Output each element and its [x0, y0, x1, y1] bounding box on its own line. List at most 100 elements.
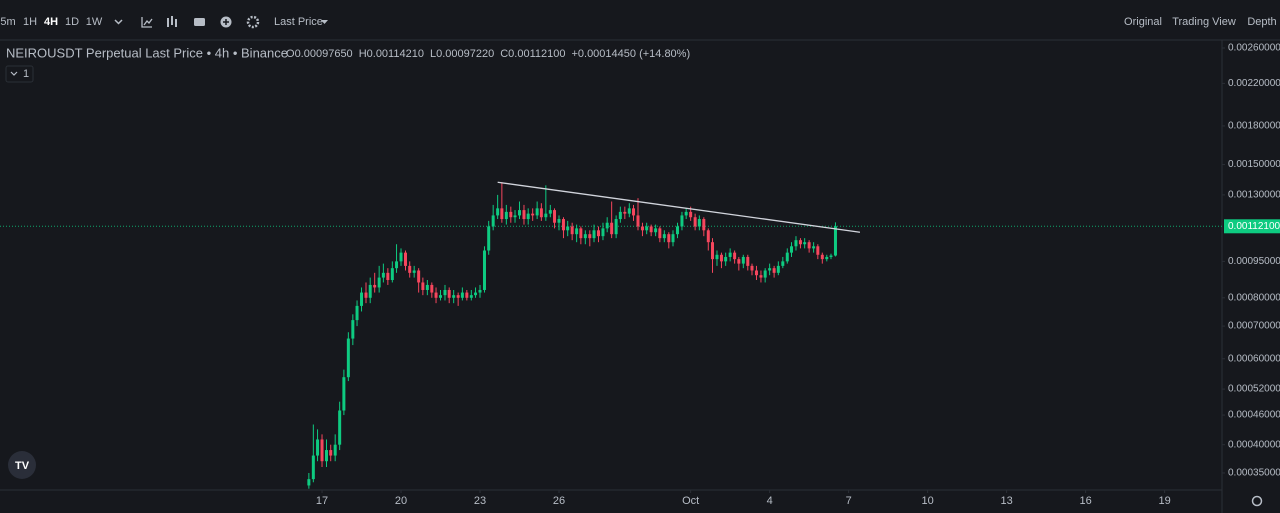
candle-body — [772, 268, 776, 273]
y-tick-label: 0.00260000 — [1228, 43, 1280, 54]
candle-body — [526, 213, 530, 220]
price-type-button[interactable]: Last Price — [274, 16, 323, 28]
ohlc-value: 0.00112100 — [508, 48, 565, 60]
x-tick-label: 7 — [846, 495, 852, 507]
toolbar: 5m 1H 4H 1D 1W Last Price Original Trading View… — [0, 15, 1277, 29]
candle-body — [478, 289, 482, 293]
y-tick-label: 0.00060000 — [1228, 353, 1280, 364]
candle-body — [829, 255, 833, 257]
candle-body — [386, 272, 390, 281]
interval-button[interactable]: 1H — [23, 16, 37, 28]
interval-button[interactable]: 4H — [44, 16, 58, 28]
candle-body — [794, 240, 798, 247]
candle-body — [763, 270, 767, 278]
last-price-label: 0.00112100 — [1228, 221, 1280, 232]
candle-body — [724, 256, 728, 262]
candle-body — [491, 215, 495, 227]
y-tick-label: 0.00070000 — [1228, 321, 1280, 332]
y-tick-label: 0.00052000 — [1228, 384, 1280, 395]
last-price-badge — [1224, 219, 1280, 234]
candle-body — [513, 215, 517, 218]
candle-body — [566, 226, 570, 231]
add-icon-plus — [223, 19, 229, 25]
candle-body — [728, 252, 732, 257]
candle-body — [798, 240, 802, 245]
candle-body — [311, 455, 315, 480]
candle-body — [452, 295, 456, 298]
candle-body — [443, 289, 447, 296]
candle-body — [640, 226, 644, 231]
indicator-box[interactable] — [5, 65, 34, 83]
logo[interactable] — [8, 451, 36, 479]
interval-button[interactable]: 5m — [0, 16, 15, 28]
candle-body — [377, 277, 381, 288]
candle-body — [803, 242, 807, 245]
candle-body — [588, 234, 592, 239]
interval-button[interactable]: 1W — [86, 16, 103, 28]
chart-title: NEIROUSDT Perpetual Last Price • 4h • Bi… — [6, 45, 288, 60]
x-tick-label: 4 — [767, 495, 773, 507]
candle-body — [561, 219, 565, 231]
candle-body — [579, 228, 583, 239]
axis-settings[interactable] — [1251, 495, 1263, 507]
candle-body — [592, 230, 596, 239]
indicator-icon[interactable] — [141, 17, 153, 28]
candle-body — [329, 450, 333, 456]
interval-menu[interactable] — [114, 19, 123, 25]
x-tick-label: 13 — [1000, 495, 1012, 507]
candle-body — [662, 234, 666, 239]
candle-body — [320, 439, 324, 462]
candle-body — [408, 265, 412, 273]
candle-body — [807, 242, 811, 249]
candle-body — [658, 228, 662, 239]
candle-body — [430, 284, 434, 293]
candle-body — [351, 320, 355, 339]
x-tick-label: 10 — [921, 495, 933, 507]
candle-body — [425, 284, 429, 290]
candle-body — [399, 252, 403, 262]
candle-body — [509, 211, 513, 218]
candle-body — [649, 226, 653, 233]
view-button[interactable]: Trading View — [1172, 16, 1236, 28]
candle-body — [675, 226, 679, 235]
candle-body — [575, 228, 579, 235]
candle-body — [316, 439, 320, 456]
candle-body — [557, 219, 561, 223]
candle-body — [403, 252, 407, 266]
interval-button[interactable]: 1D — [65, 16, 79, 28]
candle-body — [697, 219, 701, 227]
candle-body — [776, 265, 780, 273]
indicator-chevron[interactable] — [10, 71, 18, 76]
candle-body — [346, 338, 350, 378]
candle-body — [518, 210, 522, 216]
candle-body — [711, 242, 715, 260]
candle-body — [680, 215, 684, 227]
settings-icon[interactable] — [246, 15, 260, 29]
ohlc-value: 0.00097220 — [436, 48, 494, 60]
candle-body — [421, 282, 425, 290]
view-button[interactable]: Depth — [1247, 16, 1276, 28]
view-button[interactable]: Original — [1124, 16, 1162, 28]
candle-body — [719, 254, 723, 262]
candle-body — [754, 270, 758, 276]
candle-body — [614, 219, 618, 235]
chart-type-icon[interactable] — [167, 16, 177, 27]
ohlc-label: O — [286, 48, 295, 60]
candle-body — [465, 292, 469, 298]
candle-body — [474, 292, 478, 296]
indicator-count: 1 — [23, 68, 29, 80]
candle-body — [368, 284, 372, 298]
candle-body — [768, 268, 772, 271]
ohlc-label: H — [359, 48, 367, 60]
x-tick-label: 17 — [316, 495, 328, 507]
candle-body — [596, 230, 600, 237]
price-type-caret[interactable] — [321, 20, 328, 24]
candle-body — [702, 219, 706, 231]
screenshot-icon[interactable] — [194, 18, 205, 26]
candle-body — [360, 292, 364, 306]
candle-body — [333, 444, 337, 456]
candle-body — [618, 211, 622, 220]
candle-body — [548, 210, 552, 214]
